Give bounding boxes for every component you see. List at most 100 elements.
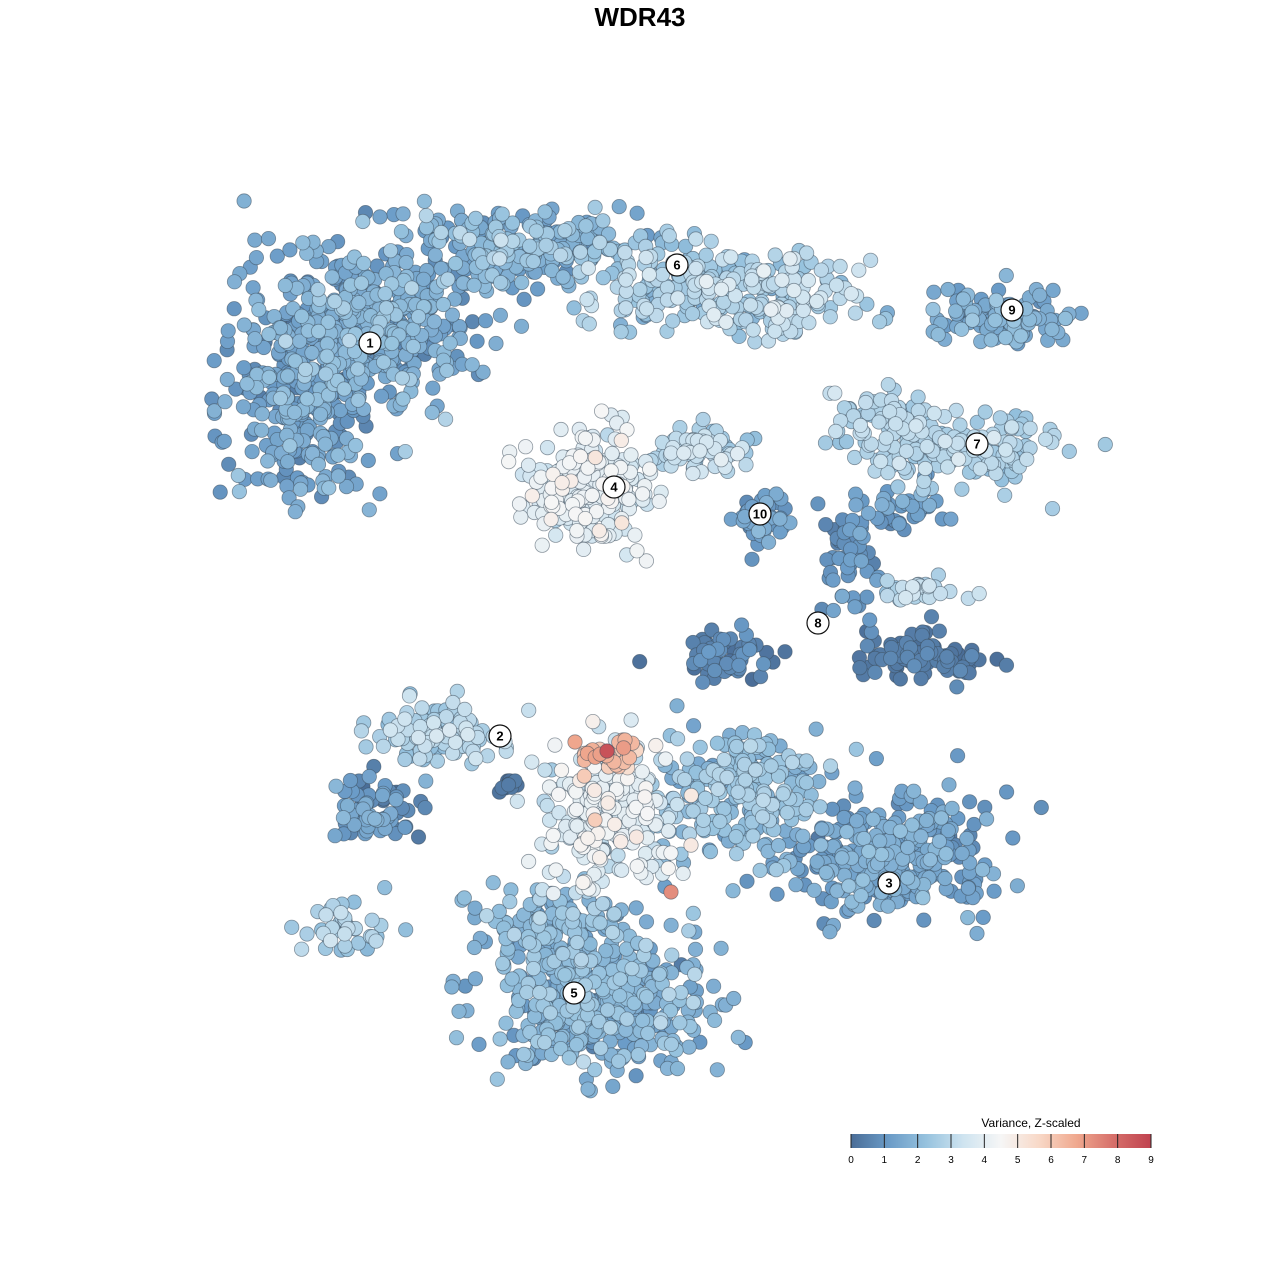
cell-point bbox=[414, 700, 430, 716]
cell-point bbox=[960, 880, 976, 896]
cell-point bbox=[220, 323, 236, 339]
cell-point bbox=[707, 662, 723, 679]
cell-point bbox=[638, 301, 655, 317]
cell-point bbox=[817, 435, 834, 451]
cell-point bbox=[684, 306, 701, 322]
cell-point bbox=[998, 657, 1015, 673]
cell-point bbox=[954, 845, 970, 862]
cluster-label-5: 5 bbox=[562, 981, 586, 1005]
cell-point bbox=[809, 854, 825, 870]
cell-point bbox=[426, 314, 442, 330]
cell-point bbox=[573, 952, 590, 968]
cell-point bbox=[427, 247, 443, 263]
cell-point bbox=[277, 277, 293, 294]
cell-point bbox=[890, 479, 906, 495]
cell-point bbox=[661, 986, 677, 1003]
cell-point bbox=[926, 405, 942, 421]
cell-point bbox=[955, 291, 971, 307]
cell-point bbox=[627, 527, 643, 543]
cell-point bbox=[282, 242, 298, 258]
cell-point bbox=[698, 273, 715, 290]
cell-point bbox=[710, 781, 726, 797]
cell-point bbox=[752, 668, 769, 685]
cell-point bbox=[814, 821, 830, 837]
cluster-label-7: 7 bbox=[965, 432, 989, 456]
cell-point bbox=[395, 206, 411, 222]
cell-point bbox=[555, 269, 571, 285]
cell-point bbox=[949, 679, 965, 695]
cell-point bbox=[782, 251, 798, 267]
cell-point bbox=[460, 726, 476, 743]
cell-point bbox=[944, 800, 960, 817]
cell-point bbox=[847, 599, 863, 615]
cell-point bbox=[818, 864, 834, 881]
cell-point bbox=[774, 272, 790, 288]
cell-point bbox=[415, 271, 432, 287]
cell-point bbox=[852, 525, 868, 542]
cell-point bbox=[856, 830, 872, 847]
cell-point bbox=[685, 905, 701, 922]
cell-point bbox=[960, 909, 976, 926]
cell-point bbox=[878, 430, 894, 446]
cell-point bbox=[861, 843, 877, 860]
cell-point bbox=[768, 486, 784, 502]
cell-point bbox=[685, 465, 701, 482]
cell-point bbox=[730, 1029, 746, 1046]
cell-point bbox=[760, 534, 777, 550]
cell-point bbox=[495, 955, 511, 972]
cell-point bbox=[1005, 830, 1021, 846]
cell-point bbox=[284, 919, 300, 935]
cell-point bbox=[553, 762, 570, 778]
cell-point bbox=[755, 656, 772, 672]
cluster-label-4: 4 bbox=[602, 475, 626, 499]
cell-point bbox=[767, 323, 783, 339]
cell-point bbox=[741, 641, 758, 658]
cell-point bbox=[769, 886, 785, 902]
cell-point bbox=[672, 1015, 688, 1031]
cell-point bbox=[742, 738, 759, 754]
cell-point bbox=[836, 809, 852, 826]
cell-point bbox=[908, 418, 924, 434]
cell-point bbox=[900, 839, 916, 856]
cell-point bbox=[216, 433, 232, 449]
cell-point bbox=[919, 646, 935, 662]
cell-point bbox=[695, 812, 712, 828]
cell-point bbox=[775, 786, 791, 802]
cell-point bbox=[768, 862, 784, 878]
cell-point bbox=[808, 721, 824, 737]
cluster-label-text: 6 bbox=[673, 258, 680, 273]
cell-point bbox=[373, 388, 389, 404]
cell-point bbox=[702, 843, 719, 860]
cell-point bbox=[524, 754, 540, 770]
cell-point bbox=[599, 743, 615, 759]
cell-point bbox=[639, 805, 656, 822]
cell-point bbox=[873, 453, 889, 469]
cell-point bbox=[866, 912, 882, 929]
cell-point bbox=[822, 924, 838, 940]
cell-point bbox=[972, 461, 988, 477]
cell-point bbox=[634, 764, 650, 780]
cell-point bbox=[663, 917, 679, 933]
cell-point bbox=[437, 411, 454, 427]
cell-point bbox=[931, 833, 948, 849]
cell-point bbox=[475, 364, 491, 380]
cell-point bbox=[498, 1015, 514, 1031]
cell-point bbox=[939, 649, 955, 665]
cell-point bbox=[447, 255, 464, 272]
cell-point bbox=[545, 827, 561, 844]
cell-point bbox=[261, 326, 277, 342]
cell-point bbox=[964, 312, 981, 328]
cell-point bbox=[405, 338, 421, 355]
cell-point bbox=[852, 417, 869, 433]
cell-point bbox=[723, 249, 739, 265]
cell-point bbox=[825, 572, 841, 588]
cell-point bbox=[221, 456, 237, 472]
cell-point bbox=[572, 244, 589, 260]
cell-point bbox=[537, 204, 553, 220]
cell-point bbox=[744, 551, 760, 567]
colorbar-tick-label: 8 bbox=[1115, 1155, 1121, 1166]
cell-point bbox=[834, 588, 850, 604]
cell-point bbox=[440, 271, 456, 287]
cell-point bbox=[729, 446, 746, 462]
cell-point bbox=[361, 502, 377, 518]
